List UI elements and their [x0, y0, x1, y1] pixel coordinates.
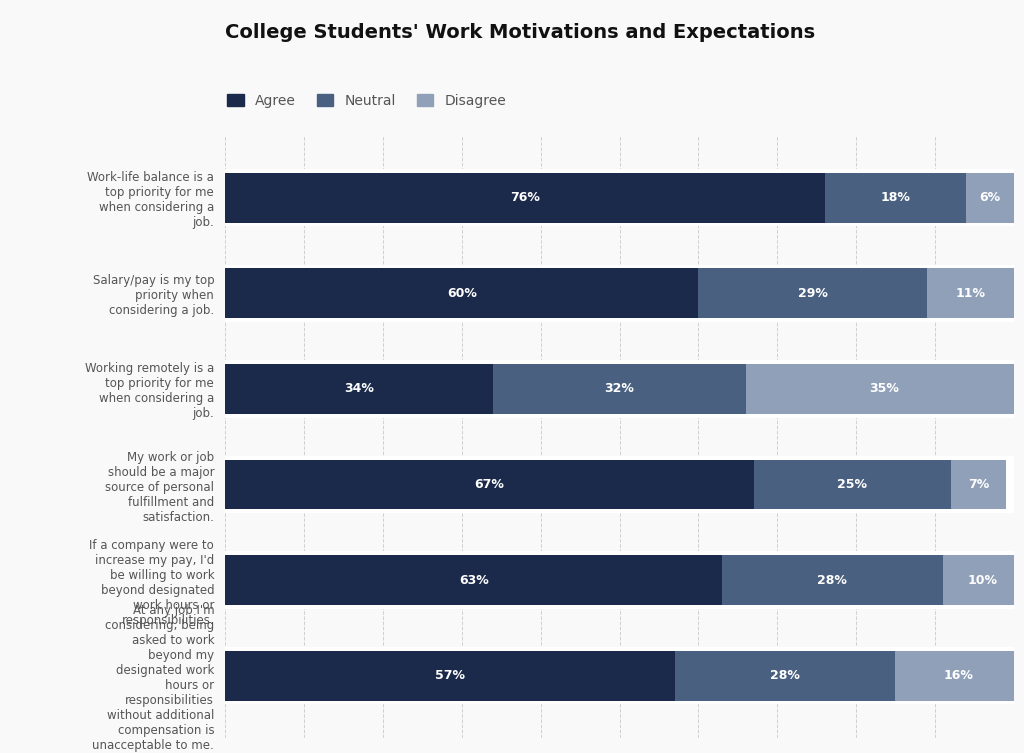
Text: 76%: 76%	[510, 191, 540, 204]
Bar	[225, 360, 1014, 418]
Bar	[745, 364, 1022, 414]
Text: 29%: 29%	[798, 287, 827, 300]
Text: 67%: 67%	[474, 478, 505, 491]
Bar	[225, 169, 1014, 227]
Text: 60%: 60%	[446, 287, 477, 300]
Text: College Students' Work Motivations and Expectations: College Students' Work Motivations and E…	[225, 23, 815, 41]
Bar	[675, 651, 895, 700]
Bar	[225, 173, 824, 223]
Text: 28%: 28%	[817, 574, 847, 587]
Bar	[225, 364, 494, 414]
Bar	[950, 459, 1006, 510]
Text: 16%: 16%	[944, 669, 974, 682]
Bar	[895, 651, 1022, 700]
Bar	[967, 173, 1014, 223]
Text: 28%: 28%	[770, 669, 800, 682]
Bar	[225, 555, 722, 605]
Text: 34%: 34%	[344, 383, 374, 395]
Bar	[494, 364, 745, 414]
Text: 18%: 18%	[881, 191, 910, 204]
Bar	[225, 459, 754, 510]
Text: 25%: 25%	[838, 478, 867, 491]
Text: 35%: 35%	[868, 383, 899, 395]
Bar	[225, 647, 1014, 705]
Text: 57%: 57%	[435, 669, 465, 682]
Bar	[225, 456, 1014, 514]
Text: 10%: 10%	[968, 574, 997, 587]
Bar	[225, 269, 698, 319]
Bar	[225, 651, 675, 700]
Bar	[754, 459, 950, 510]
Text: 11%: 11%	[955, 287, 985, 300]
Bar	[225, 264, 1014, 322]
Legend: Agree, Neutral, Disagree: Agree, Neutral, Disagree	[227, 93, 506, 108]
Text: 6%: 6%	[980, 191, 1000, 204]
Bar	[824, 173, 967, 223]
Bar	[698, 269, 927, 319]
Bar	[722, 555, 943, 605]
Bar	[943, 555, 1022, 605]
Bar	[225, 551, 1014, 609]
Bar	[927, 269, 1014, 319]
Text: 7%: 7%	[968, 478, 989, 491]
Text: 63%: 63%	[459, 574, 488, 587]
Text: 32%: 32%	[604, 383, 635, 395]
